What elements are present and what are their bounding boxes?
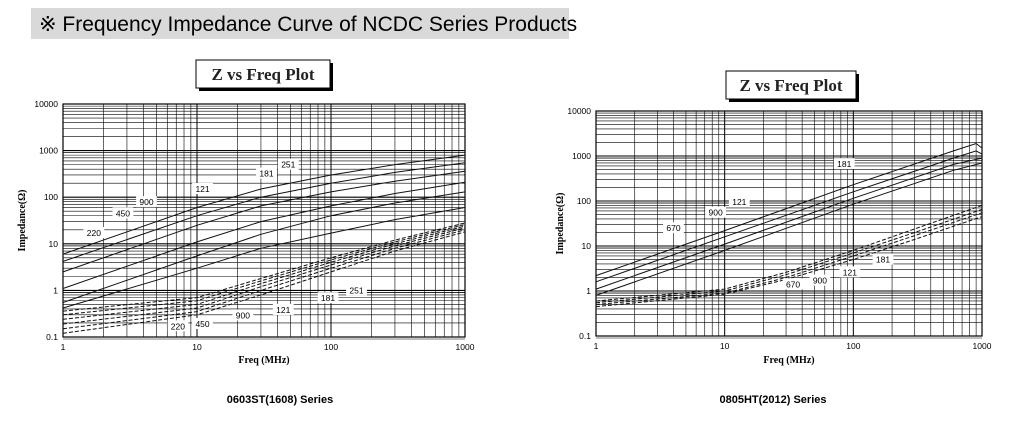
curve-label: 670	[786, 279, 800, 289]
curve-label-bg	[705, 206, 726, 218]
y-tick-label: 0.1	[46, 332, 58, 342]
curve-label-bg	[192, 182, 213, 194]
x-tick-label: 1000	[973, 341, 992, 351]
curve-label: 121	[195, 184, 209, 194]
curve-label-bg	[663, 222, 684, 234]
curve-label: 900	[708, 208, 722, 218]
x-tick-label: 100	[846, 341, 860, 351]
series-line-181-R	[595, 204, 983, 302]
series-line-220-R	[62, 231, 466, 334]
curve-label: 900	[139, 197, 153, 207]
y-tick-label: 1	[586, 286, 591, 296]
series-line-121-R	[595, 208, 983, 304]
series-line-900-R	[595, 212, 983, 305]
y-tick-label: 10000	[567, 106, 591, 116]
curve-label: 220	[87, 228, 101, 238]
curve-label-bg	[839, 266, 861, 278]
curve-label-bg	[872, 253, 894, 265]
curve-label: 181	[837, 159, 851, 169]
curve-label: 121	[732, 197, 746, 207]
y-axis-label: Impedance(Ω)	[555, 193, 566, 255]
curve-label-bg	[728, 196, 750, 208]
curve-label: 181	[321, 293, 335, 303]
chart-caption: 0603ST(1608) Series	[227, 394, 333, 406]
title-box	[725, 70, 857, 100]
x-tick-label: 1000	[456, 342, 475, 352]
x-axis-label: Freq (MHz)	[238, 355, 289, 366]
curve-label-bg	[809, 274, 831, 286]
x-axis-label: Freq (MHz)	[763, 355, 814, 366]
series-line-121-Z	[595, 150, 983, 283]
curve-label-bg	[272, 303, 294, 315]
y-tick-label: 1000	[572, 151, 591, 161]
curve-label-bg	[833, 158, 855, 170]
curve-label: 181	[876, 255, 890, 265]
y-tick-label: 10	[582, 241, 592, 251]
series-line-670-Z	[595, 162, 983, 296]
curve-labels: 181 121 900 670 181 121 900 670	[663, 158, 894, 290]
curve-label-bg	[317, 292, 339, 304]
curve-label-bg	[256, 167, 277, 179]
curve-label: 670	[666, 223, 680, 233]
x-tick-label: 1	[594, 341, 599, 351]
x-tick-label: 10	[720, 341, 730, 351]
y-tick-label: 100	[577, 196, 591, 206]
series-line-450-R	[62, 229, 466, 330]
y-tick-label: 10	[49, 239, 59, 249]
series-line-251-Z	[62, 154, 466, 255]
series-group	[62, 154, 466, 334]
curve-label-bg	[782, 278, 804, 290]
x-tick-label: 1	[61, 342, 66, 352]
series-line-670-R	[595, 216, 983, 308]
series-line-450-Z	[62, 191, 466, 303]
section-title: ※ Frequency Impedance Curve of NCDC Seri…	[39, 13, 578, 36]
curve-label: 900	[813, 276, 827, 286]
curve-label: 900	[236, 310, 250, 320]
curve-label-bg	[167, 320, 189, 332]
chart-title: Z vs Freq Plot	[211, 65, 314, 84]
y-axis-label: Impedance(Ω)	[17, 190, 28, 252]
curve-label-bg	[192, 318, 213, 330]
series-line-220-Z	[62, 207, 466, 309]
curve-labels: 251 181 121 900 450 220 251 181 121 900 450 220	[83, 158, 367, 332]
series-line-900-Z	[595, 157, 983, 290]
chart-caption: 0805HT(2012) Series	[719, 394, 826, 406]
curve-label: 121	[843, 267, 857, 277]
curve-label: 450	[195, 319, 209, 329]
series-line-900-Z	[62, 181, 466, 289]
plot-area	[595, 110, 983, 337]
y-tick-label: 100	[44, 192, 58, 202]
curve-label-bg	[277, 158, 299, 170]
curve-label-bg	[232, 309, 254, 321]
curve-label: 251	[281, 160, 295, 170]
series-line-121-Z	[62, 170, 466, 273]
x-tick-label: 100	[324, 342, 338, 352]
y-tick-label: 1	[53, 285, 58, 295]
series-line-900-R	[62, 227, 466, 325]
chart-title: Z vs Freq Plot	[739, 76, 842, 95]
curve-label-bg	[112, 207, 134, 219]
series-group	[595, 142, 983, 308]
section-header: ※ Frequency Impedance Curve of NCDC Seri…	[31, 8, 577, 39]
curve-label: 450	[116, 208, 130, 218]
curve-label: 251	[349, 285, 363, 295]
series-line-251-R	[62, 222, 466, 312]
y-tick-label: 0.1	[579, 331, 591, 341]
curve-label-bg	[346, 284, 367, 296]
title-box	[195, 59, 331, 89]
curve-label: 121	[276, 305, 290, 315]
x-tick-label: 10	[192, 342, 202, 352]
y-tick-label: 1000	[39, 146, 58, 156]
curve-label-bg	[83, 227, 105, 239]
curve-label-bg	[136, 196, 157, 208]
curve-label: 181	[259, 169, 273, 179]
series-line-181-Z	[62, 162, 466, 262]
y-tick-label: 10000	[34, 99, 58, 109]
curve-label: 220	[171, 321, 185, 331]
series-line-181-Z	[595, 142, 983, 277]
grid	[62, 104, 465, 340]
